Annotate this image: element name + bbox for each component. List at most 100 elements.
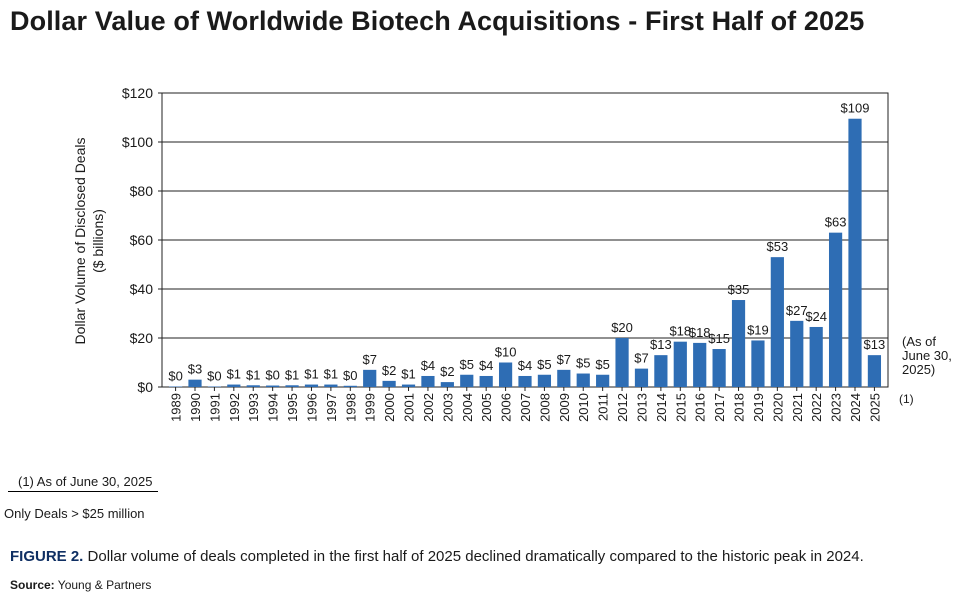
y-tick-label: $80 (130, 183, 154, 199)
source-text: Young & Partners (54, 578, 152, 592)
data-label-1995: $1 (285, 367, 299, 382)
data-label-2000: $2 (382, 363, 396, 378)
x-tick-label-2002: 2002 (421, 393, 436, 422)
data-label-2023: $63 (825, 215, 847, 230)
x-tick-label-2004: 2004 (460, 393, 475, 422)
x-tick-label-1994: 1994 (266, 393, 281, 422)
data-label-2015: $18 (669, 324, 691, 339)
data-label-2009: $7 (557, 352, 571, 367)
x-tick-label-1996: 1996 (304, 393, 319, 422)
y-axis-label: Dollar Volume of Disclosed Deals (72, 138, 88, 345)
data-label-1992: $1 (227, 367, 241, 382)
x-tick-label-2009: 2009 (557, 393, 572, 422)
x-tick-label-2024: 2024 (848, 393, 863, 422)
data-label-2010: $5 (576, 356, 590, 371)
bar-2022 (809, 326, 823, 387)
x-tick-label-2005: 2005 (479, 393, 494, 422)
x-tick-label-1991: 1991 (207, 393, 222, 422)
y-tick-label: $40 (130, 281, 154, 297)
data-label-2017: $15 (708, 331, 730, 346)
bar-1996 (304, 384, 319, 387)
x-tick-label-2025: 2025 (867, 393, 882, 422)
y-tick-label: $0 (137, 379, 153, 395)
bar-2021 (790, 320, 804, 387)
data-label-1998: $0 (343, 368, 357, 383)
data-label-2024: $109 (841, 101, 870, 116)
bar-2003 (440, 382, 454, 387)
bar-2019 (751, 340, 765, 387)
data-label-2022: $24 (805, 309, 827, 324)
figure-caption: FIGURE 2. Dollar volume of deals complet… (10, 548, 864, 565)
x-tick-label-2018: 2018 (732, 393, 747, 422)
x-tick-label-2015: 2015 (673, 393, 688, 422)
figure-caption-text: Dollar volume of deals completed in the … (83, 548, 864, 565)
data-label-1999: $7 (362, 352, 376, 367)
footnote-divider (8, 491, 158, 492)
x-tick-label-2011: 2011 (596, 393, 611, 421)
y-tick-label: $120 (122, 85, 153, 101)
bar-1994 (266, 385, 280, 387)
data-label-2007: $4 (518, 358, 532, 373)
x-tick-label-2021: 2021 (790, 393, 805, 422)
data-label-2006: $10 (495, 345, 517, 360)
bar-2005 (479, 375, 493, 387)
bar-1997 (324, 384, 338, 387)
data-label-2012: $20 (611, 320, 633, 335)
data-label-2021: $27 (786, 303, 808, 318)
data-label-2016: $18 (689, 325, 711, 340)
x-tick-label-2000: 2000 (382, 393, 397, 422)
x-tick-label-1990: 1990 (188, 393, 203, 422)
data-label-2013: $7 (634, 351, 648, 366)
data-label-1991: $0 (207, 369, 221, 384)
bar-2004 (460, 374, 474, 387)
x-tick-label-2001: 2001 (402, 393, 417, 422)
data-label-1990: $3 (188, 362, 202, 377)
bar-1990 (188, 379, 202, 387)
x-tick-label-2014: 2014 (654, 393, 669, 422)
bar-2011 (596, 374, 610, 387)
x-tick-label-2016: 2016 (693, 393, 708, 422)
annotation-as-of-date: (As of June 30, 2025) (902, 334, 952, 377)
bar-2014 (654, 355, 668, 387)
bar-2016 (693, 342, 707, 387)
x-tick-label-2017: 2017 (712, 393, 727, 422)
bar-1995 (285, 385, 299, 387)
bar-1993 (246, 385, 260, 387)
x-tick-label-1993: 1993 (246, 393, 261, 422)
bar-2002 (421, 375, 435, 387)
data-label-2025: $13 (864, 337, 886, 352)
x-tick-label-1999: 1999 (363, 393, 378, 422)
footnote-deal-size: Only Deals > $25 million (4, 506, 145, 521)
x-tick-label-1997: 1997 (324, 393, 339, 422)
figure-label: FIGURE 2. (10, 548, 84, 565)
data-label-2008: $5 (537, 357, 551, 372)
bar-2007 (518, 375, 532, 387)
data-label-1994: $0 (265, 368, 279, 383)
bar-2013 (634, 368, 649, 387)
x-tick-label-1992: 1992 (227, 393, 242, 422)
y-tick-label: $60 (130, 232, 154, 248)
y-tick-label: $20 (130, 330, 154, 346)
data-label-2002: $4 (421, 358, 435, 373)
chart-title: Dollar Value of Worldwide Biotech Acquis… (10, 6, 865, 36)
x-tick-label-1995: 1995 (285, 393, 300, 422)
x-tick-label-2019: 2019 (751, 393, 766, 422)
footnote-as-of: (1) As of June 30, 2025 (18, 474, 153, 489)
bar-2025 (867, 355, 882, 387)
bar-2006 (498, 362, 513, 387)
x-tick-label-2006: 2006 (499, 393, 514, 422)
data-label-2003: $2 (440, 364, 454, 379)
x-tick-label-1989: 1989 (169, 393, 184, 422)
bar-2010 (576, 373, 590, 387)
x-tick-label-2023: 2023 (829, 393, 844, 422)
x-tick-label-2020: 2020 (770, 393, 785, 422)
y-axis-label-units: ($ billions) (90, 209, 106, 273)
data-label-1993: $1 (246, 367, 260, 382)
data-label-2019: $19 (747, 322, 769, 337)
bar-2008 (537, 374, 552, 387)
bar-2012 (615, 338, 629, 387)
source-label: Source: (10, 578, 55, 592)
x-tick-label-2008: 2008 (537, 393, 552, 422)
bar-chart: $0 $20 $40 $60 $80 $100 $120 Dollar Volume of D… (72, 85, 952, 422)
bar-2017 (712, 349, 726, 387)
